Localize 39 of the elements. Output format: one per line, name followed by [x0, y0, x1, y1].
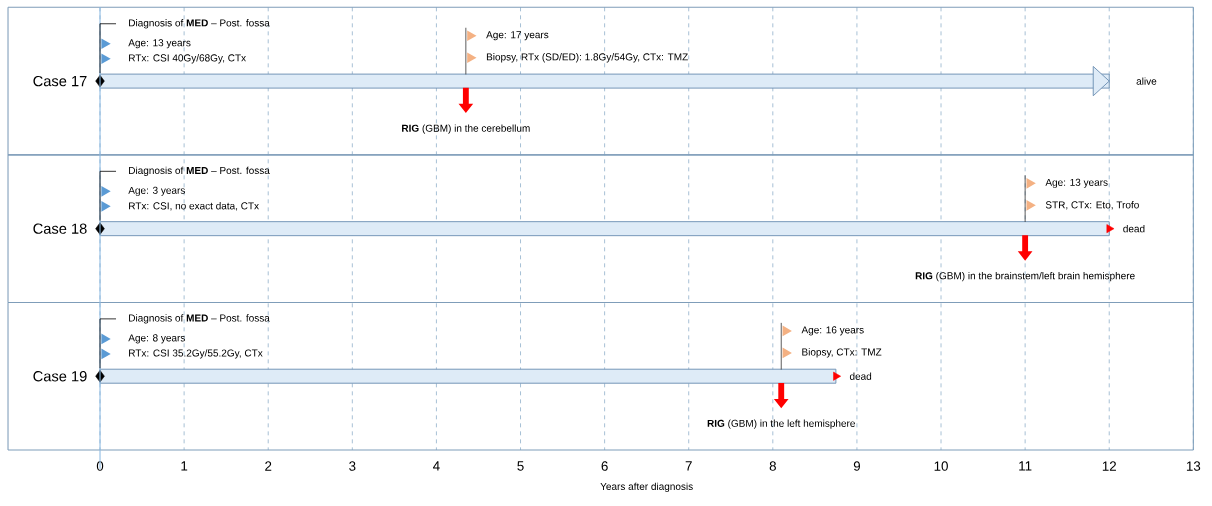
annotation: alive	[1136, 77, 1157, 85]
annotation: RTx: CSI 35.2Gy/55.2Gy, CTx	[129, 349, 263, 359]
x-tick-label: 8	[769, 461, 776, 471]
x-tick-label: 4	[433, 461, 440, 471]
annotation: Biopsy, CTx: TMZ	[802, 348, 882, 358]
annotation: Age: 8 years	[128, 334, 185, 344]
annotation: RTx: CSI 40Gy/68Gy, CTx	[129, 54, 246, 64]
annotation: Age: 13 years	[128, 39, 191, 49]
y-tick-label: Case 18	[33, 223, 87, 234]
annotation: STR, CTx: Eto, Trofo	[1045, 201, 1139, 210]
x-tick-label: 11	[1019, 461, 1032, 471]
y-tick-label: Case 19	[33, 371, 87, 382]
annotation: Age: 13 years	[1045, 178, 1108, 188]
annotation: Age: 3 years	[128, 186, 185, 196]
annotation: dead	[1123, 224, 1145, 233]
annotation: dead	[849, 372, 872, 380]
annotation: Diagnosis of MED – Post. fossa	[129, 314, 270, 324]
x-tick-label: 5	[517, 461, 524, 471]
annotation: Diagnosis of MED – Post. fossa	[129, 19, 270, 29]
x-tick-label: 10	[934, 461, 948, 471]
x-tick-label: 6	[601, 461, 608, 471]
x-tick-label: 9	[853, 461, 861, 471]
annotation: RIG (GBM) in the brainstem/left brain hemisphere	[915, 272, 1135, 282]
annotation: Age: 16 years	[801, 326, 864, 336]
x-tick-label: 7	[685, 461, 692, 471]
annotation: RTx: CSI, no exact data, CTx	[129, 202, 259, 211]
y-tick-label: Case 17	[33, 75, 87, 87]
annotation: RIG (GBM) in the left hemisphere	[707, 419, 855, 429]
annotation: Biopsy, RTx (SD/ED): 1.8Gy/54Gy, CTx: TMZ	[486, 53, 688, 63]
annotation: RIG (GBM) in the cerebellum	[402, 124, 530, 134]
annotation: Diagnosis of MED – Post. fossa	[129, 166, 270, 176]
x-axis-title: Years after diagnosis	[600, 482, 693, 492]
annotation: Age: 17 years	[486, 31, 549, 41]
x-tick-label: 12	[1102, 461, 1116, 471]
x-tick-label: 13	[1186, 461, 1201, 471]
x-tick-label: 1	[181, 461, 188, 471]
x-tick-label: 2	[265, 461, 272, 471]
x-tick-label: 0	[96, 461, 104, 471]
x-tick-label: 3	[349, 461, 356, 471]
